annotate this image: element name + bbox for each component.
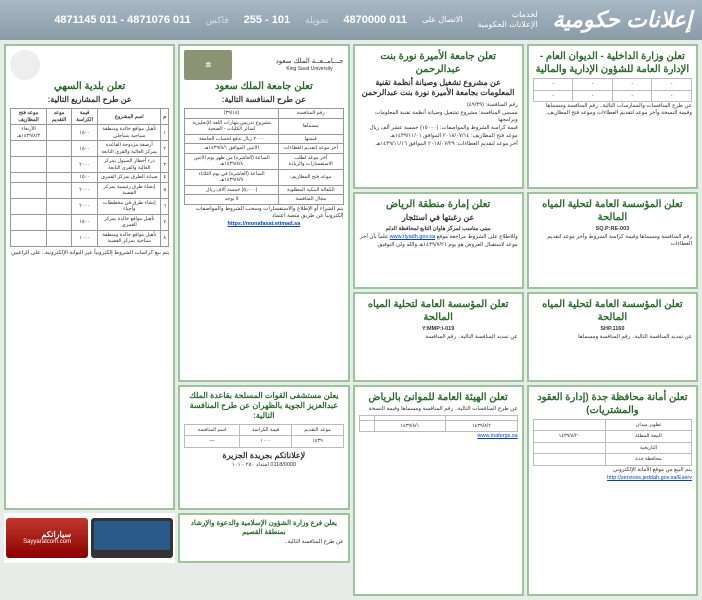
- page-header: إعلانات حكومية لخدمات الإعلانات الحكومية…: [0, 0, 702, 40]
- card-islamic-affairs: يعلن فرع وزارة الشؤون الإسلامية والدعوة …: [178, 513, 349, 563]
- card-ksu: جـــامــعــة الملك سعود King Saud Univer…: [178, 44, 349, 382]
- card-title: يعلن فرع وزارة الشؤون الإسلامية والدعوة …: [184, 519, 343, 537]
- ad-sayyaratcom[interactable]: سياراتكم Sayyaratcom.com: [4, 513, 175, 563]
- card-swcc-1: تعلن المؤسسة العامة لتحلية المياه المالح…: [527, 192, 698, 289]
- car-ad-image: سياراتكم Sayyaratcom.com: [6, 518, 88, 558]
- detail-row: مسمى المنافسة: مشروع تشغيل وصيانة أنظمة …: [359, 110, 518, 124]
- card-title: تعلن جامعة الملك سعود: [184, 80, 343, 93]
- card-ports-authority: تعلن الهيئة العامة للموانئ بالرياض عن طر…: [353, 385, 524, 596]
- detail-row: موعد فتح المظاريف: ٢٠١٨/٠٧/١٤ الموافق ١٤…: [359, 133, 518, 140]
- ksu-link[interactable]: https://monafasat.etimad.sa: [184, 221, 343, 228]
- jeddah-link[interactable]: http://services.jeddah.gov.sa/Eserv: [533, 475, 692, 482]
- card-title: تعلن المؤسسة العامة لتحلية المياه المالح…: [359, 298, 518, 324]
- card-swcc-2: تعلن المؤسسة العامة لتحلية المياه المالح…: [527, 292, 698, 382]
- header-services: لخدمات الإعلانات الحكومية: [478, 10, 538, 29]
- card-title: تعلن بلدية السهي: [10, 80, 169, 93]
- card-title: تعلن جامعة الأميرة نورة بنت عبدالرحمن: [359, 50, 518, 76]
- ports-link[interactable]: www.mafergs.sa: [359, 433, 518, 440]
- jeddah-table: تطوير ميدانالبيعة المطلة١٤٣٩/٨/٢٠التاريخ…: [533, 419, 692, 466]
- ksu-logo-icon: 🏛: [184, 50, 232, 80]
- detail-row: رقم المنافسة: (٤٩/٣٩): [359, 102, 518, 109]
- card-title: تعلن الهيئة العامة للموانئ بالرياض: [359, 391, 518, 404]
- content-grid: تعلن وزارة الداخلية - الديوان العام - ال…: [0, 40, 702, 600]
- c2-rows: رقم المنافسة: (٤٩/٣٩)مسمى المنافسة: مشرو…: [359, 102, 518, 149]
- card-sahi-municipality: تعلن بلدية السهي عن طرح المشاريع التالية…: [4, 44, 175, 510]
- card-title: تعلن إمارة منطقة الرياض: [359, 198, 518, 211]
- card-title: تعلن المؤسسة العامة لتحلية المياه المالح…: [533, 198, 692, 224]
- header-ext-label: تحويلة: [305, 15, 328, 26]
- card-armed-forces-hospital: يعلن مستشفى القوات المسلحة بقاعدة الملك …: [178, 385, 349, 510]
- riyadh-link[interactable]: www.riyadh.gov.sa: [390, 234, 435, 240]
- card-swcc-3: تعلن المؤسسة العامة لتحلية المياه المالح…: [353, 292, 524, 382]
- card-interior-ministry: تعلن وزارة الداخلية - الديوان العام - ال…: [527, 44, 698, 189]
- header-contact-label: الاتصال على: [422, 15, 463, 25]
- card-title: يعلن مستشفى القوات المسلحة بقاعدة الملك …: [184, 391, 343, 422]
- sahi-logo-icon: [10, 50, 40, 80]
- card-princess-nourah: تعلن جامعة الأميرة نورة بنت عبدالرحمن عن…: [353, 44, 524, 189]
- header-fax: 011 4871076 - 011 4871145: [54, 14, 190, 26]
- header-ext: 101 - 255: [244, 14, 291, 26]
- sahi-logo-row: [10, 50, 169, 80]
- ksu-table: رقم المنافسة(٣٩/١٤)مسماهامشروع تدريس مها…: [184, 108, 343, 205]
- card-jeddah-municipality: تعلن أمانة محافظة جدة (إدارة العقود والم…: [527, 385, 698, 596]
- mini-table: ---- ----: [533, 78, 692, 102]
- header-phone: 011 4870000: [343, 14, 407, 26]
- card-title: تعلن المؤسسة العامة لتحلية المياه المالح…: [533, 298, 692, 324]
- ksu-logo-row: جـــامــعــة الملك سعود King Saud Univer…: [184, 50, 343, 80]
- card-riyadh-emirate: تعلن إمارة منطقة الرياض عن رغبتها في است…: [353, 192, 524, 289]
- header-title: إعلانات حكومية: [553, 7, 692, 33]
- card-title: تعلن وزارة الداخلية - الديوان العام - ال…: [533, 50, 692, 76]
- laptop-image: [91, 518, 173, 558]
- card-sub: عن مشروع تشغيل وصيانة أنظمة تقنية المعلو…: [359, 78, 518, 99]
- card-sub: عن رغبتها في استئجار: [359, 213, 518, 223]
- detail-row: قيمة كراسة الشروط والمواصفات: (١٥٠٠٠) خم…: [359, 125, 518, 132]
- header-fax-label: فاكس: [206, 15, 229, 26]
- card-title: تعلن أمانة محافظة جدة (إدارة العقود والم…: [533, 391, 692, 417]
- sahi-table: ماسم المشروعقيمة الكراسةموعد التقديمموعد…: [10, 108, 169, 247]
- detail-row: آخر موعد لتقديم العطاءات: ٢٠١٨/٠٧/٢٩ الم…: [359, 141, 518, 148]
